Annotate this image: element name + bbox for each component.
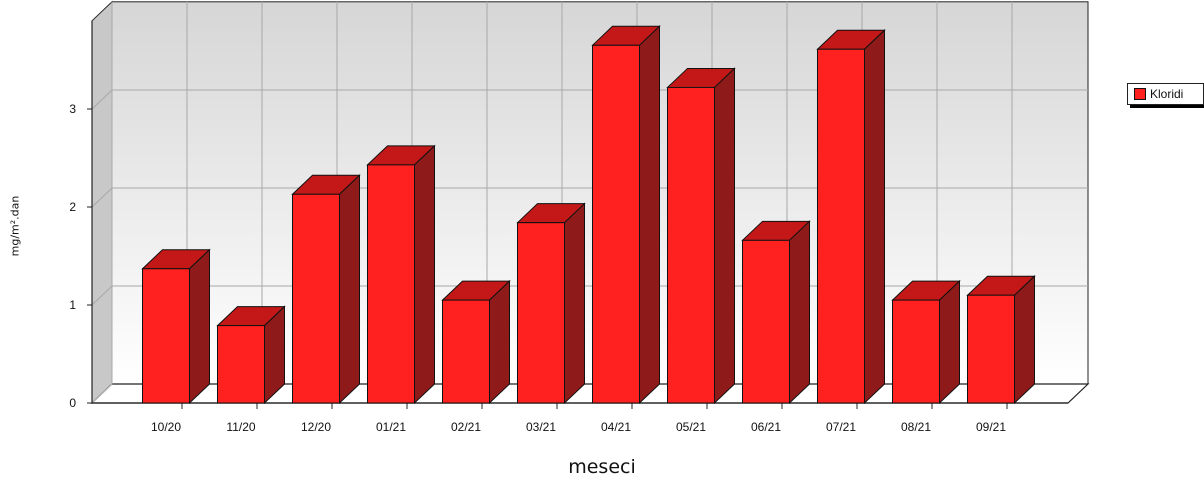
x-axis-label: meseci (568, 456, 636, 478)
bar-side (489, 279, 510, 405)
bar (666, 67, 736, 405)
bar-front (292, 193, 340, 404)
bar (816, 29, 886, 405)
bar-front (667, 86, 715, 404)
bar (966, 275, 1036, 405)
x-tick-label: 09/21 (976, 420, 1006, 434)
x-tick-label: 12/20 (301, 420, 331, 434)
y-tick-labels: 0 1 2 3 (69, 102, 76, 410)
bar (366, 144, 436, 405)
bar-front (367, 164, 415, 404)
y-tick-label: 0 (69, 396, 76, 410)
x-tick-label: 05/21 (676, 420, 706, 434)
bar-front (817, 48, 865, 404)
bar-side (189, 248, 210, 405)
y-tick-label: 3 (69, 102, 76, 116)
x-tick-label: 06/21 (751, 420, 781, 434)
legend-swatch (1134, 88, 1146, 100)
grid-line-floor (91, 383, 113, 404)
bar-front (892, 299, 940, 404)
y-tick-label: 2 (69, 200, 76, 214)
grid-line-side (91, 285, 113, 306)
bar (891, 279, 961, 405)
bar-side (564, 202, 585, 405)
bar-front (592, 44, 640, 404)
legend-label: Kloridi (1150, 87, 1184, 101)
y-axis-label-text: mg/m².dan (8, 195, 22, 257)
bar-side (1014, 275, 1035, 405)
bar-front (967, 294, 1015, 404)
bars (141, 25, 1036, 405)
x-tick-label: 11/20 (226, 420, 255, 434)
side-wall (91, 0, 113, 405)
bar (591, 25, 661, 405)
bar-front (742, 239, 790, 404)
bar-front (142, 268, 190, 404)
legend: Kloridi (1127, 83, 1204, 105)
bar-side (864, 29, 885, 405)
x-tick-label: 01/21 (376, 420, 406, 434)
grid-line-side (91, 187, 113, 208)
bar-side (714, 67, 735, 405)
bar-side (939, 279, 960, 405)
bar-side (339, 174, 360, 405)
bar-front (442, 299, 490, 404)
x-tick-labels: 10/20 11/20 12/20 01/21 02/21 03/21 04/21 05/21… (151, 420, 1006, 434)
bar (141, 248, 211, 405)
grid-line-side (91, 89, 113, 110)
x-tick-label: 08/21 (901, 420, 931, 434)
x-tick-label: 07/21 (826, 420, 856, 434)
y-axis-label: mg/m².dan (4, 186, 26, 266)
bar-side (789, 220, 810, 405)
bar-side (414, 144, 435, 405)
bar-front (517, 222, 565, 404)
bar (291, 174, 361, 405)
x-tick-label: 04/21 (601, 420, 631, 434)
x-tick-label: 10/20 (151, 420, 181, 434)
bar (741, 220, 811, 405)
bar (441, 279, 511, 405)
bar-front (217, 325, 265, 404)
bar-side (639, 25, 660, 405)
bar (216, 305, 286, 405)
bar (516, 202, 586, 405)
y-tick-label: 1 (69, 298, 76, 312)
x-tick-label: 02/21 (451, 420, 481, 434)
x-tick-label: 03/21 (526, 420, 556, 434)
